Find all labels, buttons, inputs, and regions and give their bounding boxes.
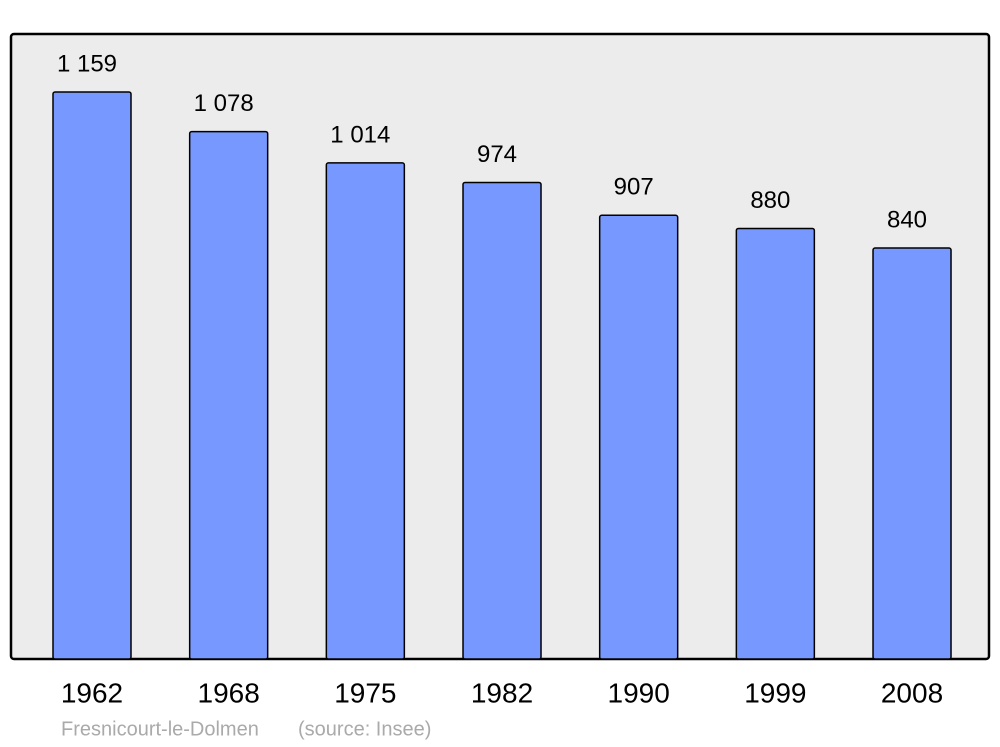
value-label: 880	[750, 187, 790, 214]
x-tick-label: 1975	[334, 677, 396, 708]
value-label: 1 014	[330, 121, 390, 148]
value-label: 974	[477, 141, 517, 168]
bar	[325, 162, 406, 660]
value-label: 1 159	[57, 50, 117, 77]
bar	[462, 181, 542, 660]
bar	[52, 91, 132, 660]
bar	[188, 130, 269, 660]
bar	[872, 247, 952, 660]
x-tick-label: 1968	[198, 677, 260, 708]
value-label: 840	[887, 206, 927, 233]
caption: Fresnicourt-le-Dolmen	[61, 718, 259, 740]
x-tick-label: 2008	[881, 677, 943, 708]
x-tick-label: 1982	[471, 677, 533, 708]
x-tick-label: 1962	[61, 677, 123, 708]
x-tick-label: 1999	[744, 677, 806, 708]
source: (source: Insee)	[298, 718, 431, 740]
value-label: 907	[614, 174, 654, 201]
bar	[735, 227, 816, 660]
value-label: 1 078	[194, 90, 254, 117]
bar	[598, 214, 679, 660]
x-tick-label: 1990	[608, 677, 670, 708]
